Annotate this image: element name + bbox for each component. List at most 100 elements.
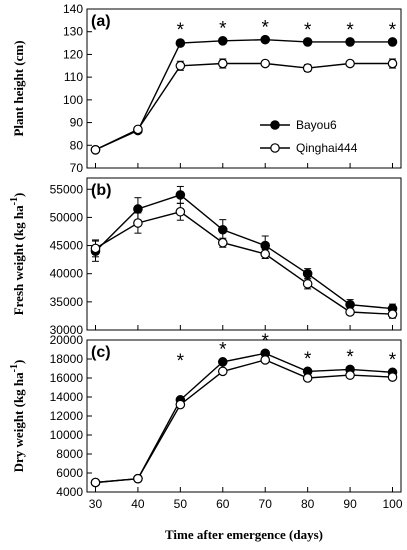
panel-1-series-0-point [302,268,313,279]
panel-1-series-0-point [133,204,143,214]
panel-1-ytick-label: 30000 [50,323,84,337]
panel-1-ytick-label: 40000 [50,267,84,281]
x-tick-label: 100 [382,497,402,511]
panel-1-ytick-label: 45000 [50,239,84,253]
x-axis-label: Time after emergence (days) [165,527,323,542]
panel-0-series-0-point [387,37,398,47]
panel-0-series-1-point [90,145,101,155]
panel-1-y-axis-label-superscript: -1 [9,197,20,205]
panel-1-label: (b) [91,182,111,199]
panel-0-frame [86,8,402,169]
panel-1-frame [86,177,402,331]
panel-0-significance-marker: * [219,19,227,40]
panel-2-significance-marker: * [219,339,227,360]
x-tick-label: 70 [259,497,273,511]
panel-1-ytick-label: 50000 [50,210,84,224]
panel-1-series-1-point [260,249,271,259]
panel-2-ytick-label: 10000 [50,428,84,442]
panel-1-y-axis-label-close: ) [11,193,26,197]
panel-2-series-1-point [175,399,186,410]
panel-2-ytick-label: 8000 [56,447,83,461]
panel-0-series-0-point [302,37,313,47]
panel-1-series-1-point [387,309,398,320]
panel-0-ytick-label: 80 [70,138,84,152]
legend-label: Bayou6 [296,118,337,132]
panel-0-significance-marker: * [177,20,185,41]
panel-2-frame [86,339,402,493]
panel-0-ytick-label: 100 [63,93,83,107]
panel-2-series-1-line [95,359,393,484]
panel-1-series-1-point [90,243,101,254]
panel-2-significance-marker: * [177,351,185,372]
legend-marker [270,120,280,130]
panel-2-series-1-point [387,372,398,382]
panel-2-series-1-point [90,477,101,488]
panel-2-ytick-label: 6000 [56,466,83,480]
panel-0-series-1-point [260,58,271,69]
panel-0-series-0-point [345,37,355,47]
panel-0-series-1-point [302,63,313,73]
panel-1-series-1-point [217,237,228,248]
x-tick-label: 60 [216,497,230,511]
panel-1-series-1-point [345,307,355,317]
panel-2-ytick-label: 20000 [50,333,84,347]
panel-2-ytick-label: 14000 [50,390,84,404]
panel-0-ytick-label: 120 [63,47,83,61]
panel-1-series-0-point [175,190,186,200]
panel-2-significance-marker: * [346,347,354,368]
panel-0-significance-marker: * [262,17,270,38]
panel-1-series-1-line [95,211,393,315]
panel-2-series-0-point [217,357,228,367]
panel-2-series-1-point [302,373,313,383]
panel-2-ytick-label: 12000 [50,409,84,423]
panel-0-significance-marker: * [304,20,312,41]
panel-0-series-1-point [387,58,398,69]
panel-2-significance-marker: * [262,331,270,352]
panel-0-y-axis-label-text: Plant height (cm) [11,40,26,136]
panel-2-label: (c) [91,344,111,361]
legend-label: Qinghai444 [296,141,358,155]
panel-0-series-1-point [217,58,228,69]
panel-0-ytick-label: 90 [70,116,84,130]
panel-2-significance-marker: * [389,350,397,371]
legend-marker [270,143,280,153]
panel-0-series-1-point [175,60,186,71]
panel-0-series-0-point [260,34,271,45]
panel-2-y-axis-label-superscript: -1 [9,364,20,372]
x-tick-label: 40 [131,497,145,511]
x-tick-label: 50 [174,497,188,511]
panel-0-ytick-label: 70 [70,161,84,175]
x-tick-label: 90 [343,497,357,511]
x-tick-label: 80 [301,497,315,511]
panel-0-y-axis-label: Plant height (cm) [11,40,26,136]
panel-2-series-1-point [260,355,271,365]
panel-2-y-axis-label: Dry weight (kg ha-1) [9,360,26,473]
panel-0-series-1-point [345,58,355,69]
panel-1-ytick-label: 55000 [50,182,84,196]
panel-0-ytick-label: 130 [63,25,83,39]
panel-2-series-1-point [133,473,143,484]
panel-2-y-axis-label-text: Dry weight (kg ha [11,372,26,473]
panel-0-significance-marker: * [389,20,397,41]
panel-1-y-axis-label-text: Fresh weight (kg ha [11,205,26,315]
panel-2-significance-marker: * [304,349,312,370]
panel-0-series-1-line [95,62,393,151]
panel-0-series-0-point [217,35,228,46]
panel-0-series-1-point [133,124,143,135]
panel-0-label: (a) [91,13,111,30]
panel-2-ytick-label: 18000 [50,352,84,366]
panel-2-ytick-label: 4000 [56,485,83,499]
panel-1-ytick-label: 35000 [50,295,84,309]
panel-1-y-axis-label: Fresh weight (kg ha-1) [9,193,26,316]
panel-2-y-axis-label-close: ) [11,360,26,364]
panel-1-series-1-point [175,206,186,217]
panel-1-series-0-point [217,224,228,235]
panel-0-ytick-label: 110 [64,70,83,84]
panel-2-series-1-point [217,366,228,377]
panel-2-series-1-point [345,370,355,380]
panel-1-series-0-point [260,240,271,251]
panel-0-ytick-label: 140 [63,2,83,16]
panel-1-series-0-line [95,194,393,310]
panel-2-ytick-label: 16000 [50,371,84,385]
